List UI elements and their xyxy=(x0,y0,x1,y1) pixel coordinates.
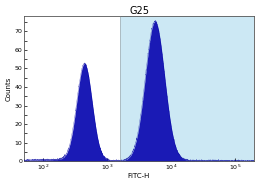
Title: G25: G25 xyxy=(129,6,149,16)
Y-axis label: Counts: Counts xyxy=(5,77,11,101)
X-axis label: FITC-H: FITC-H xyxy=(128,174,150,179)
Bar xyxy=(120,16,255,161)
Bar xyxy=(24,16,120,161)
